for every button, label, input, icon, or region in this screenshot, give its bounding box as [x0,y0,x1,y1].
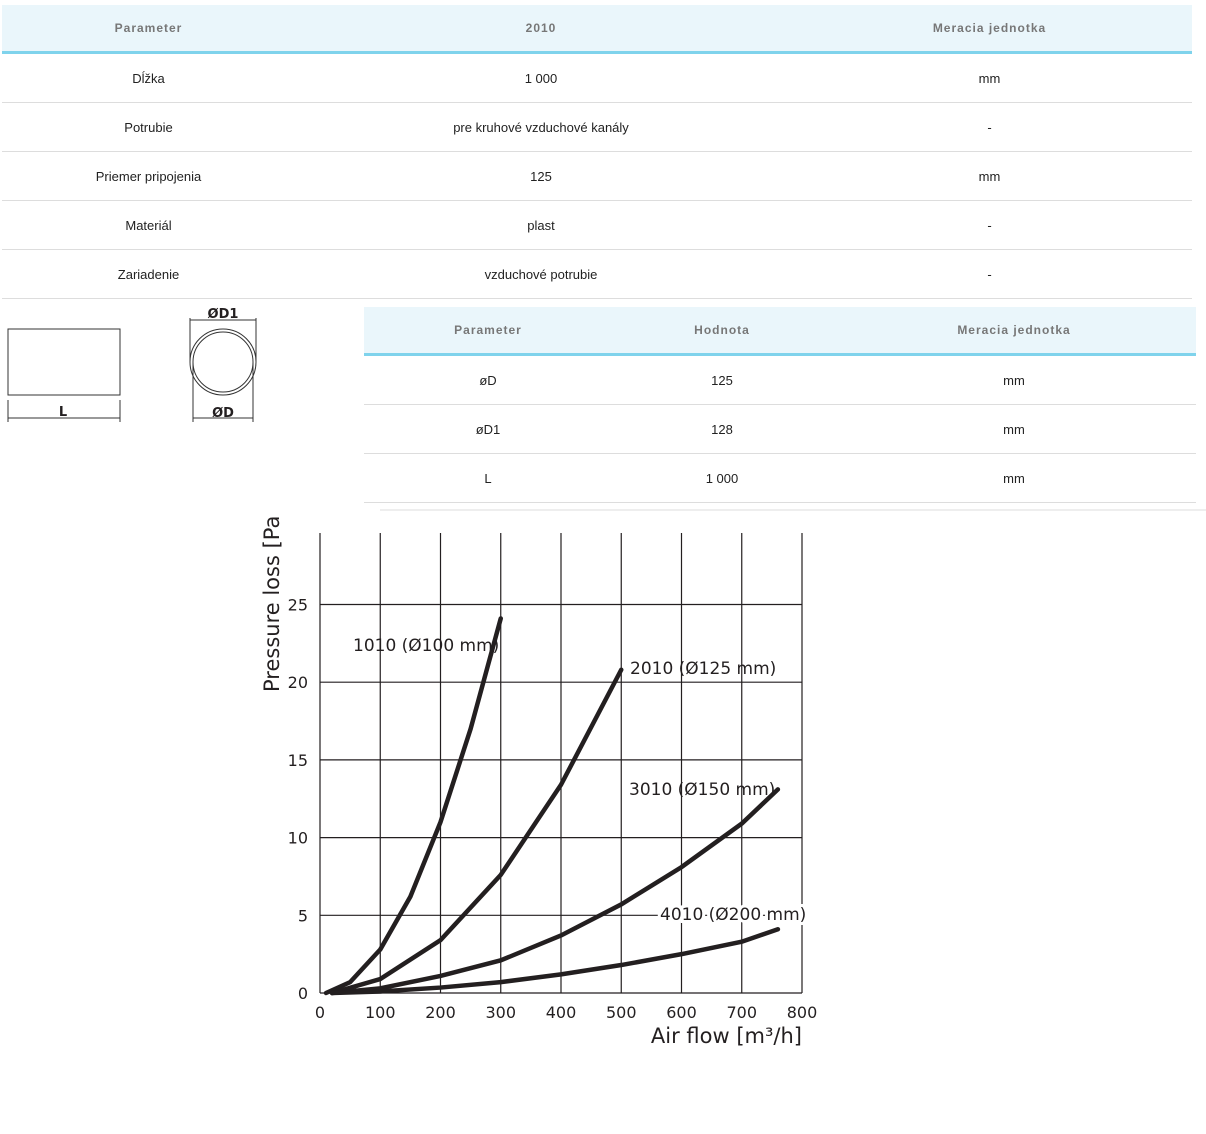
curve [323,616,503,996]
header-cell: Hodnota [694,323,750,337]
cell: - [987,266,992,282]
series-label: 4010 (Ø200 mm) [660,905,806,925]
cell: pre kruhové vzduchové kanály [453,119,629,135]
header-cell: 2010 [525,21,557,35]
dim-label: ØD [212,406,234,421]
x-tick-label: 600 [666,1003,697,1022]
y-tick-label: 10 [288,829,308,848]
series-label: 2010 (Ø125 mm) [630,659,776,679]
x-tick-label: 400 [546,1003,577,1022]
curve [329,787,781,996]
table-row: Dĺžka 1 000 mm [2,54,1192,103]
x-tick-label: 200 [425,1003,456,1022]
table-row: øD1 128 mm [364,405,1196,454]
cell: 1 000 [705,470,739,486]
cell: Dĺžka [132,70,165,86]
cell: Potrubie [124,119,173,135]
cell: Zariadenie [117,266,180,282]
header-row: Parameter Hodnota Meracia jednotka [364,307,1196,356]
y-tick-label: 0 [298,984,308,1003]
cell: L [484,470,492,486]
spec-table: Parameter 2010 Meracia jednotka Dĺžka 1 000 m… [2,5,1192,299]
x-tick-label: 500 [606,1003,637,1022]
header-cell: Meracia jednotka [932,21,1047,35]
table-row: øD 125 mm [364,356,1196,405]
x-tick-label: 100 [365,1003,396,1022]
dim-label: L [59,405,67,420]
cell: mm [1003,470,1025,486]
series-label: 3010 (Ø150 mm) [629,780,775,800]
cell: mm [1003,372,1025,388]
table-row: Zariadenie vzduchové potrubie - [2,250,1192,299]
cell: - [987,217,992,233]
cell: plast [527,217,555,233]
y-tick-label: 5 [298,906,308,925]
cell: øD [479,372,497,388]
cell: 125 [711,372,733,388]
series-label: 1010 (Ø100 mm) [353,636,499,656]
table-row: Priemer pripojenia 125 mm [2,152,1192,201]
x-tick-label: 300 [485,1003,516,1022]
cell: øD1 [475,421,501,437]
header-cell: Parameter [454,323,522,337]
duct-side [7,328,121,396]
cell: - [987,119,992,135]
header-cell: Parameter [114,21,183,35]
dimension-table: Parameter Hodnota Meracia jednotka øD 125 mm ø… [364,307,1196,503]
header-row: Parameter 2010 Meracia jednotka [2,5,1192,54]
y-axis-label: Pressure loss [Pa [260,516,284,692]
cell: 128 [711,421,733,437]
x-axis-label: Air flow [m³/h] [651,1024,802,1048]
cell: 1 000 [524,70,558,86]
cell: Priemer pripojenia [95,168,202,184]
dim-label: ØD1 [208,307,239,322]
cell: mm [978,168,1001,184]
curve [329,667,624,996]
table-row: Potrubie pre kruhové vzduchové kanály - [2,103,1192,152]
cell: mm [978,70,1001,86]
y-tick-label: 15 [288,751,308,770]
cell: vzduchové potrubie [484,266,598,282]
cell: 125 [530,168,552,184]
y-tick-label: 25 [288,595,308,614]
x-tick-label: 800 [787,1003,818,1022]
y-tick-label: 20 [288,673,308,692]
curve [329,927,781,996]
x-tick-label: 0 [315,1003,325,1022]
table-row: Materiál plast - [2,201,1192,250]
cell: mm [1003,421,1025,437]
table-row: L 1 000 mm [364,454,1196,503]
cell: Materiál [125,217,172,233]
duct-drawing [7,318,257,422]
header-cell: Meracia jednotka [957,323,1071,337]
x-tick-label: 700 [726,1003,757,1022]
